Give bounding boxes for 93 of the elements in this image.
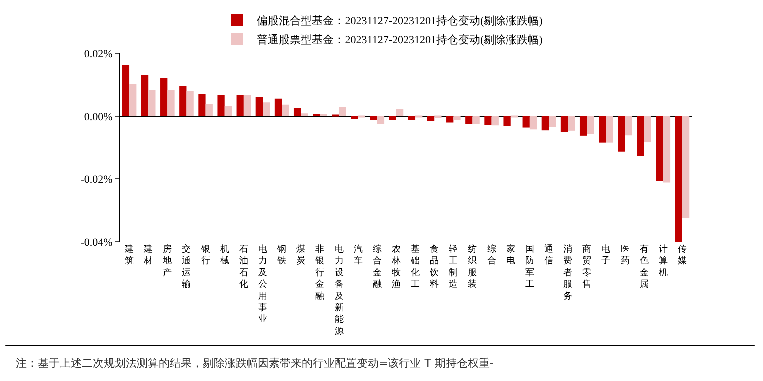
bar xyxy=(320,114,328,116)
x-tick-label: 农林牧渔 xyxy=(390,244,401,290)
bar xyxy=(675,116,682,242)
x-tick-label: 传媒 xyxy=(678,244,687,267)
x-tick-label: 建材 xyxy=(143,244,154,267)
x-tick-label: 汽车 xyxy=(354,244,363,267)
x-tick-label: 消费者服务 xyxy=(564,244,573,302)
bar xyxy=(522,116,530,128)
bar xyxy=(492,116,499,126)
legend-label: 偏股混合型基金：20231127-20231201持仓变动(剔除涨跌幅) xyxy=(257,14,544,28)
y-tick-label: 0.02% xyxy=(84,48,113,61)
bar xyxy=(663,116,671,183)
x-tick-label: 轻工制造 xyxy=(449,244,458,290)
bar xyxy=(637,116,644,156)
x-tick-label: 交通运输 xyxy=(182,244,192,290)
bar xyxy=(370,116,378,121)
bar xyxy=(530,116,538,130)
x-tick-label: 国防军工 xyxy=(525,245,534,290)
bar xyxy=(301,114,308,116)
bar xyxy=(656,116,664,182)
bar xyxy=(618,116,626,152)
x-tick-label: 煤炭 xyxy=(296,244,306,267)
x-tick-label: 家电 xyxy=(506,244,516,267)
bar xyxy=(168,90,175,116)
bar xyxy=(560,116,568,132)
bar xyxy=(274,98,282,116)
bar xyxy=(568,116,576,131)
bar xyxy=(339,107,346,116)
x-tick-label: 银行 xyxy=(200,244,210,267)
bar xyxy=(606,116,614,143)
bar xyxy=(644,116,652,143)
bar xyxy=(148,90,156,116)
bar xyxy=(377,116,385,124)
x-tick-label: 综合金融 xyxy=(372,244,382,290)
text: 注：基于上述二次规划法测算的结果，剔除涨跌幅因素带来的行业配置变动=该行业 T 期持仓权重- xyxy=(16,357,494,370)
bar xyxy=(263,102,270,116)
bar xyxy=(542,116,549,131)
bar xyxy=(236,95,244,116)
x-tick-label: 食品饮料 xyxy=(429,244,440,290)
bar xyxy=(313,114,320,116)
x-tick-label: 综合 xyxy=(487,244,496,267)
y-tick-label: -0.02% xyxy=(80,174,113,186)
bar xyxy=(282,104,290,116)
bar xyxy=(682,116,690,218)
bar xyxy=(224,106,232,116)
bar xyxy=(466,116,473,124)
bar xyxy=(446,116,454,123)
bar xyxy=(472,116,480,124)
y-tick-label: 0.00% xyxy=(84,111,113,124)
bar xyxy=(160,78,168,116)
bar xyxy=(580,116,588,136)
x-tick-label: 商贸零售 xyxy=(582,244,592,290)
x-tick-label: 计算机 xyxy=(658,244,668,278)
bar xyxy=(599,116,606,143)
bar xyxy=(351,116,358,120)
bar xyxy=(587,116,594,134)
bar xyxy=(206,104,213,116)
x-tick-label: 房地产 xyxy=(162,244,172,278)
x-tick-label: 纺织服装 xyxy=(468,244,478,290)
x-tick-label: 机械 xyxy=(220,244,230,267)
x-tick-label: 建筑 xyxy=(124,244,134,267)
bar xyxy=(198,94,206,116)
bar xyxy=(408,116,416,120)
bar xyxy=(396,109,404,116)
bar xyxy=(294,108,302,116)
x-tick-label: 石油石化 xyxy=(239,245,248,290)
bar xyxy=(122,65,130,116)
bar xyxy=(625,116,632,136)
bar xyxy=(484,116,492,125)
y-tick-label: -0.04% xyxy=(80,236,113,249)
x-tick-label: 钢铁 xyxy=(276,244,287,267)
x-tick-label: 医药 xyxy=(620,244,630,267)
legend-label: 普通股票型基金：20231127-20231201持仓变动(剔除涨跌幅) xyxy=(257,34,544,47)
bar xyxy=(180,86,187,116)
bar xyxy=(244,95,252,116)
bar xyxy=(454,116,461,120)
x-tick-label: 非银行金融 xyxy=(314,244,325,302)
bar xyxy=(256,97,263,116)
x-tick-label: 电力设备及新能源 xyxy=(334,244,344,337)
x-tick-label: 有色金属 xyxy=(640,244,649,290)
bar xyxy=(130,84,137,116)
x-tick-label: 基础化工 xyxy=(410,244,420,290)
x-tick-label: 电力及公用事业 xyxy=(258,244,268,326)
bar xyxy=(504,116,511,126)
bar xyxy=(218,95,225,116)
x-tick-label: 电子 xyxy=(602,244,611,267)
bar xyxy=(434,116,442,118)
x-tick-label: 通信 xyxy=(544,244,554,267)
bar xyxy=(389,116,396,121)
bar xyxy=(549,116,556,128)
bar xyxy=(186,91,194,116)
bar xyxy=(427,116,435,122)
bar xyxy=(141,75,149,116)
